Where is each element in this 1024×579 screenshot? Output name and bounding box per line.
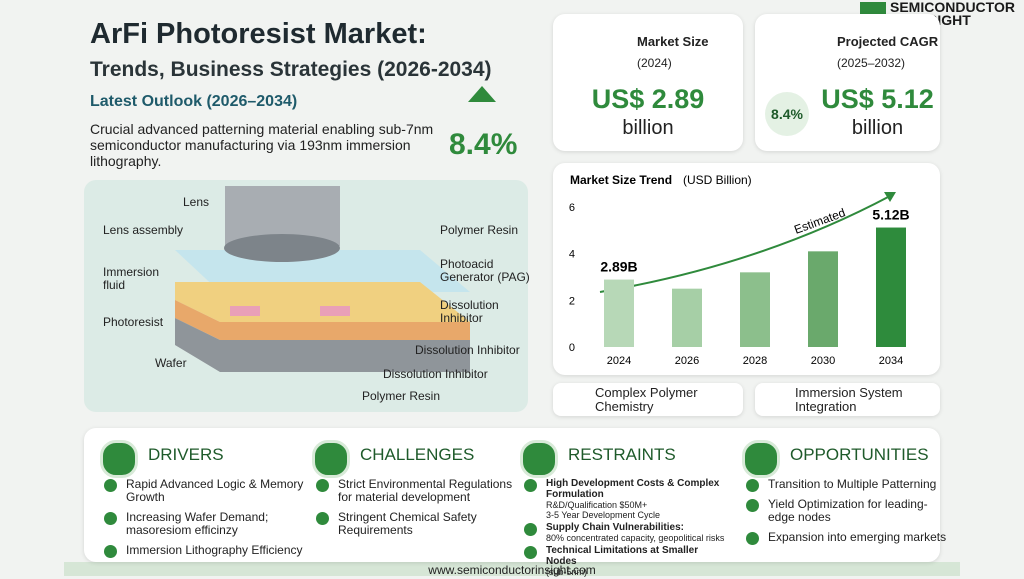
card-period: (2024) <box>637 56 672 70</box>
section-icon <box>312 440 350 478</box>
section-item: Supply Chain Vulnerabilities: 80% concent… <box>520 522 725 543</box>
pattern <box>230 306 260 316</box>
diagram-label: Dissolution Inhibitor <box>383 367 488 381</box>
card-label: Market Size <box>637 34 709 49</box>
footer-bar <box>64 562 960 576</box>
description: Crucial advanced patterning material ena… <box>90 121 434 169</box>
section-item: High Development Costs & Complex Formula… <box>520 478 725 520</box>
card-unit: billion <box>622 117 674 139</box>
section-icon <box>100 440 138 478</box>
diagram-label: Lens <box>183 195 210 209</box>
section-title: RESTRAINTS <box>568 445 676 464</box>
arrow-head <box>884 192 896 202</box>
x-tick-label: 2024 <box>607 355 631 367</box>
chart-annotation: Estimated <box>792 205 847 236</box>
section-item: Strict Environmental Regulations for mat… <box>312 478 517 504</box>
section: DRIVERS Rapid Advanced Logic & Memory Gro… <box>100 440 305 564</box>
growth-rate: 8.4% <box>449 128 518 161</box>
item-title: Supply Chain Vulnerabilities: <box>546 522 684 533</box>
section-title: CHALLENGES <box>360 445 475 464</box>
section-item: Transition to Multiple Patterning <box>742 478 947 492</box>
item-title: Technical Limitations at Smaller Nodes <box>546 545 699 567</box>
card-label: Projected CAGR <box>837 34 939 49</box>
section: OPPORTUNITIES Transition to Multiple Patt… <box>742 440 947 551</box>
diagram-label: Immersion fluid <box>103 265 160 292</box>
outlook: Latest Outlook (2026–2034) <box>90 93 298 110</box>
item-detail: R&D/Qualification $50M+ <box>546 500 648 510</box>
section: CHALLENGES Strict Environmental Regulatio… <box>312 440 517 544</box>
bar <box>876 227 906 347</box>
bar <box>740 272 770 347</box>
trend-arrow <box>599 195 891 293</box>
diagram-label: Photoacid Generator (PAG) <box>440 257 530 284</box>
title: ArFi Photoresist Market: <box>90 18 427 50</box>
bar <box>672 288 702 347</box>
section-title: DRIVERS <box>148 445 224 464</box>
x-tick-label: 2026 <box>675 355 699 367</box>
feature-text: Complex Polymer Chemistry <box>595 385 698 414</box>
y-tick-label: 4 <box>569 249 575 261</box>
card-period: (2025–2032) <box>837 56 906 70</box>
card-rate: 8.4% <box>765 92 809 136</box>
section-item: Yield Optimization for leading-edge node… <box>742 498 947 524</box>
y-tick-label: 6 <box>569 202 575 214</box>
up-arrow <box>468 86 496 102</box>
value-label: 2.89B <box>600 259 637 275</box>
section: RESTRAINTS High Development Costs & Compl… <box>520 440 725 579</box>
diagram-label: Lens assembly <box>103 223 184 237</box>
market-size-card: Market Size (2024) US$ 2.89 billion <box>553 14 743 151</box>
diagram-label: Dissolution Inhibitor <box>415 343 520 357</box>
chart-title: Market Size Trend <box>570 173 672 187</box>
item-detail: 3-5 Year Development Cycle <box>546 510 661 520</box>
pattern <box>320 306 350 316</box>
card-value: US$ 5.12 <box>821 84 934 114</box>
section-item: Technical Limitations at Smaller Nodes (s… <box>520 545 725 577</box>
logo-text: SEMICONDUCTOR <box>890 0 1015 15</box>
resist-side <box>175 300 470 340</box>
diagram-label: Polymer Resin <box>440 223 519 237</box>
y-tick-label: 2 <box>569 295 575 307</box>
lens <box>224 234 340 262</box>
section-item: Stringent Chemical Safety Requirements <box>312 511 517 537</box>
item-title: High Development Costs & Complex Formula… <box>546 478 720 500</box>
item-note: (sub-5nm) <box>546 567 588 577</box>
immersion-layer <box>175 250 470 292</box>
feature-text: Immersion System Integration <box>795 385 903 414</box>
bar <box>604 279 634 347</box>
section-item: Rapid Advanced Logic & Memory Growth <box>100 478 305 504</box>
section-item: Expansion into emerging markets <box>742 531 947 545</box>
section-item: Increasing Wafer Demand; masoresiom effi… <box>100 511 305 537</box>
wafer <box>175 318 470 372</box>
y-tick-label: 0 <box>569 342 575 354</box>
diagram-label: Photoresist <box>103 315 164 329</box>
bar <box>808 251 838 347</box>
cagr-card: Projected CAGR (2025–2032) 8.4% US$ 5.12… <box>755 14 940 151</box>
item-note: 80% concentrated capacity, geopolitical … <box>546 533 725 543</box>
card-unit: billion <box>851 117 904 139</box>
section-icon <box>742 440 780 478</box>
value-label: 5.12B <box>872 207 909 223</box>
feature-pill: Complex Polymer Chemistry <box>553 383 743 416</box>
footer: www.semiconductorinsight.com <box>428 563 596 577</box>
chart-unit: (USD Billion) <box>683 173 752 187</box>
x-tick-label: 2028 <box>743 355 767 367</box>
subtitle: Trends, Business Strategies (2026-2034) <box>90 58 492 81</box>
section-icon <box>520 440 558 478</box>
card-value: US$ 2.89 <box>591 84 705 114</box>
diagram-label: Wafer <box>155 356 187 370</box>
section-item: Immersion Lithography Efficiency <box>100 544 305 558</box>
section-title: OPPORTUNITIES <box>790 445 929 464</box>
factors-panel <box>84 428 940 562</box>
diagram-label: Polymer Resin <box>362 389 441 403</box>
x-tick-label: 2034 <box>879 355 903 367</box>
diagram-label: Dissolution Inhibitor <box>440 298 499 325</box>
feature-pill: Immersion System Integration <box>755 383 940 416</box>
x-tick-label: 2030 <box>811 355 835 367</box>
